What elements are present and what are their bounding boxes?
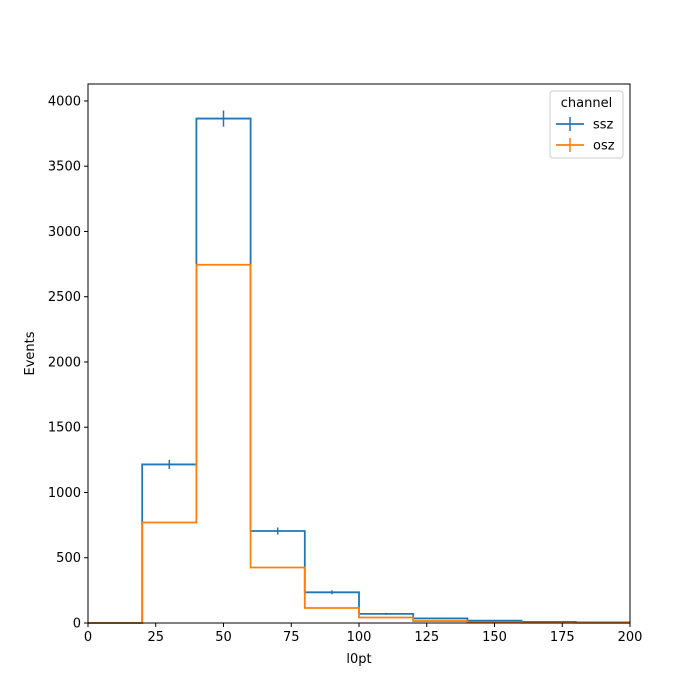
- y-tick-label: 3000: [48, 225, 81, 240]
- x-tick-label: 25: [147, 630, 164, 645]
- y-tick-label: 2000: [48, 355, 81, 370]
- legend-entry-ssz: ssz: [556, 117, 614, 133]
- y-tick-label: 1000: [48, 486, 81, 501]
- series-layer: [88, 110, 630, 624]
- y-tick-label: 3500: [48, 160, 81, 175]
- legend: channel ssz osz: [549, 90, 624, 159]
- x-tick-label: 175: [550, 630, 575, 645]
- y-tick-label: 0: [73, 617, 81, 632]
- x-tick-label: 200: [618, 630, 643, 645]
- x-tick-label: 100: [347, 630, 372, 645]
- x-tick-label: 75: [283, 630, 300, 645]
- legend-label: osz: [593, 139, 615, 154]
- y-tick-label: 500: [56, 551, 81, 566]
- x-axis-label: l0pt: [346, 652, 371, 667]
- legend-label: ssz: [593, 118, 614, 133]
- legend-title: channel: [561, 96, 612, 111]
- y-tick-label: 1500: [48, 421, 81, 436]
- legend-items: ssz osz: [556, 117, 615, 154]
- legend-entry-osz: osz: [556, 138, 615, 154]
- y-axis-ticks: 0 500 1000 1500 2000 2500 3000 3500 4000: [48, 94, 88, 632]
- legend-box: [549, 90, 624, 159]
- y-tick-label: 4000: [48, 94, 81, 109]
- plot-frame: [87, 83, 631, 624]
- y-tick-label: 2500: [48, 290, 81, 305]
- x-tick-label: 50: [215, 630, 232, 645]
- series-ssz-step-line: [88, 117, 630, 624]
- series-osz-step-line: [88, 263, 630, 624]
- x-tick-label: 125: [414, 630, 439, 645]
- x-axis-ticks: 0 25 50 75 100 125 150 175 200: [84, 623, 643, 645]
- y-axis-label: Events: [23, 331, 38, 375]
- x-tick-label: 150: [482, 630, 507, 645]
- x-tick-label: 0: [84, 630, 92, 645]
